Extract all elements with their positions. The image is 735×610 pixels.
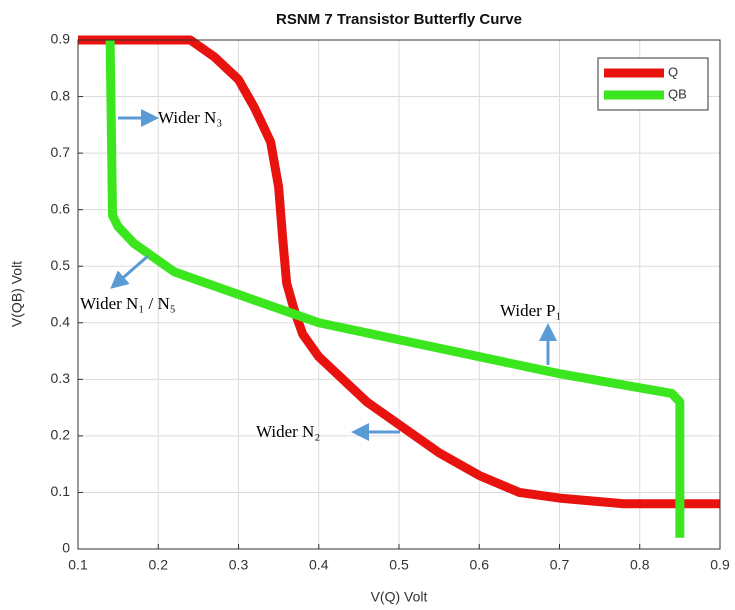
line-series bbox=[105, 39, 685, 538]
annotation: Wider N₁ / N₅ bbox=[80, 294, 176, 313]
annotation: Wider N₃ bbox=[158, 108, 222, 127]
y-tick-label: 0.7 bbox=[51, 144, 71, 160]
y-tick-label: 0.1 bbox=[51, 483, 71, 499]
y-tick-label: 0.4 bbox=[51, 313, 71, 329]
x-tick-label: 0.3 bbox=[229, 557, 249, 573]
y-tick-label: 0.3 bbox=[51, 370, 71, 386]
x-tick-label: 0.5 bbox=[389, 557, 409, 573]
legend-box bbox=[597, 57, 709, 111]
chart-title: RSNM 7 Transistor Butterfly Curve bbox=[276, 11, 522, 28]
y-axis-label: V(QB) Volt bbox=[9, 261, 25, 327]
x-tick-label: 0.2 bbox=[149, 557, 169, 573]
y-tick-label: 0.9 bbox=[51, 31, 71, 47]
arrow bbox=[110, 254, 149, 289]
legend-label: Q bbox=[668, 64, 678, 79]
x-tick-label: 0.9 bbox=[710, 557, 730, 573]
x-tick-label: 0.4 bbox=[309, 557, 329, 573]
x-tick-label: 0.1 bbox=[68, 557, 88, 573]
y-tick-label: 0 bbox=[62, 540, 70, 556]
y-tick-label: 0.2 bbox=[51, 427, 71, 443]
plot-frame bbox=[77, 39, 721, 550]
x-tick-label: 0.7 bbox=[550, 557, 570, 573]
x-tick-label: 0.6 bbox=[470, 557, 490, 573]
y-tick-label: 0.5 bbox=[51, 257, 71, 273]
line-series bbox=[78, 35, 720, 509]
legend-label: QB bbox=[668, 86, 687, 101]
annotation: Wider N₂ bbox=[256, 422, 320, 441]
x-tick-label: 0.8 bbox=[630, 557, 650, 573]
y-tick-label: 0.6 bbox=[51, 200, 71, 216]
annotation: Wider P₁ bbox=[500, 301, 561, 320]
y-tick-label: 0.8 bbox=[51, 87, 71, 103]
x-axis-label: V(Q) Volt bbox=[371, 589, 428, 605]
